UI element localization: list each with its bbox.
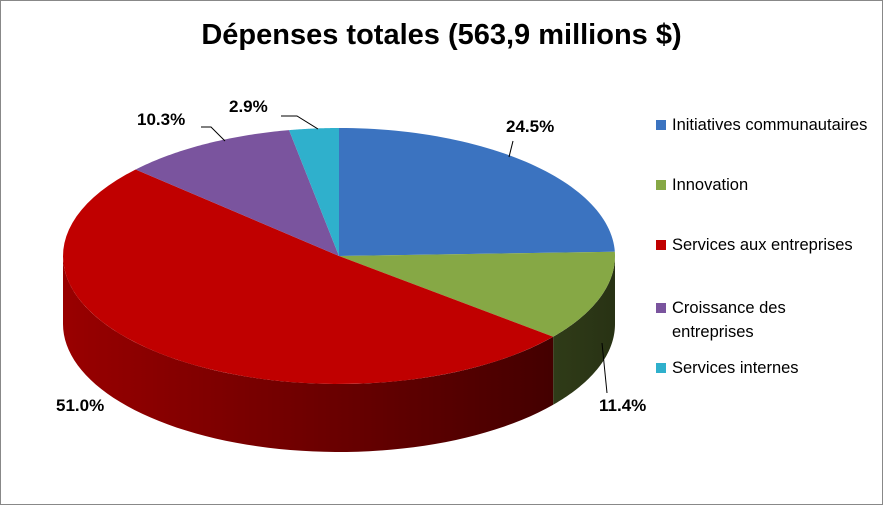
legend-item: Services internes [656, 356, 799, 380]
leader-line [201, 126, 226, 142]
pie-side-2 [63, 256, 554, 452]
legend-label: Services aux entreprises [672, 236, 853, 254]
legend-item: Initiatives communautaires [656, 113, 882, 137]
chart-title: Dépenses totales (563,9 millions $) [201, 19, 682, 51]
pie-slice [289, 128, 339, 256]
pie-slice [63, 169, 554, 384]
legend-label: Innovation [672, 176, 749, 194]
legend-item: Services aux entreprises [656, 233, 853, 257]
data-label: 10.3% [137, 110, 185, 129]
legend-swatch [656, 120, 666, 130]
legend-swatch [656, 363, 666, 373]
leader-line [601, 342, 608, 394]
pie-slice [339, 251, 615, 337]
data-label: 24.5% [506, 117, 554, 136]
legend-label: Croissance des entreprises [672, 299, 786, 341]
legend-label: Initiatives communautaires [672, 116, 868, 134]
data-label: 2.9% [229, 97, 268, 116]
legend-item: Croissance des entreprises [656, 296, 842, 344]
leader-line [508, 140, 514, 158]
data-label: 51.0% [56, 396, 104, 415]
legend-item: Innovation [656, 173, 748, 197]
legend-swatch [656, 240, 666, 250]
pie-side-1 [553, 256, 615, 405]
legend-swatch [656, 180, 666, 190]
leader-line [281, 115, 319, 130]
legend-swatch [656, 303, 666, 313]
data-label: 11.4% [599, 396, 646, 415]
pie-slice [339, 128, 615, 256]
pie-slice [135, 130, 339, 256]
legend-label: Services internes [672, 359, 799, 377]
